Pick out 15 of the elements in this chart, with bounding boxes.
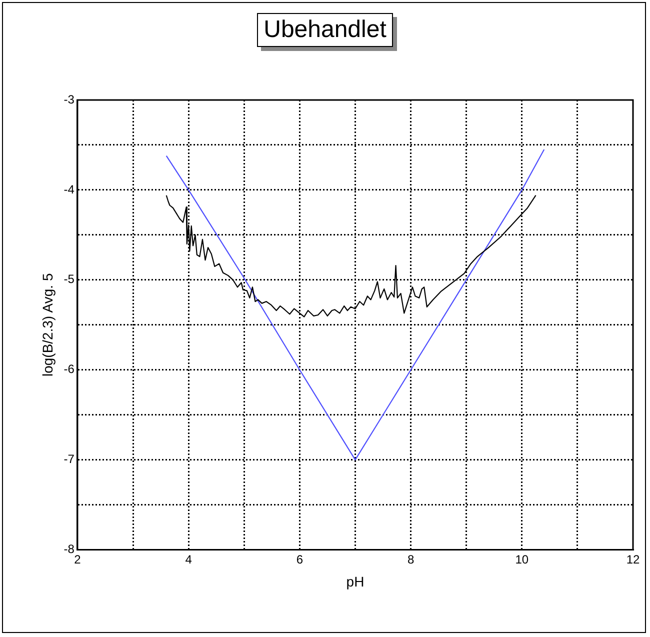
- x-tick-label: 8: [407, 552, 414, 566]
- y-axis-title: log(B/2.3) Avg. 5: [39, 273, 56, 377]
- y-tick-label: -4: [64, 182, 75, 196]
- y-tick-label: -3: [64, 92, 75, 106]
- x-tick-label: 10: [515, 552, 529, 566]
- y-tick-label: -7: [64, 452, 75, 466]
- y-tick-label: -8: [64, 542, 75, 556]
- x-axis-title: pH: [346, 573, 364, 590]
- chart-title: Ubehandlet: [256, 13, 394, 47]
- x-tick-label: 2: [74, 552, 82, 566]
- x-tick-label: 4: [185, 552, 192, 566]
- y-tick-label: -5: [64, 272, 75, 286]
- y-tick-label: -6: [64, 362, 75, 376]
- x-tick-label: 6: [296, 552, 304, 566]
- x-tick-label: 12: [626, 552, 640, 566]
